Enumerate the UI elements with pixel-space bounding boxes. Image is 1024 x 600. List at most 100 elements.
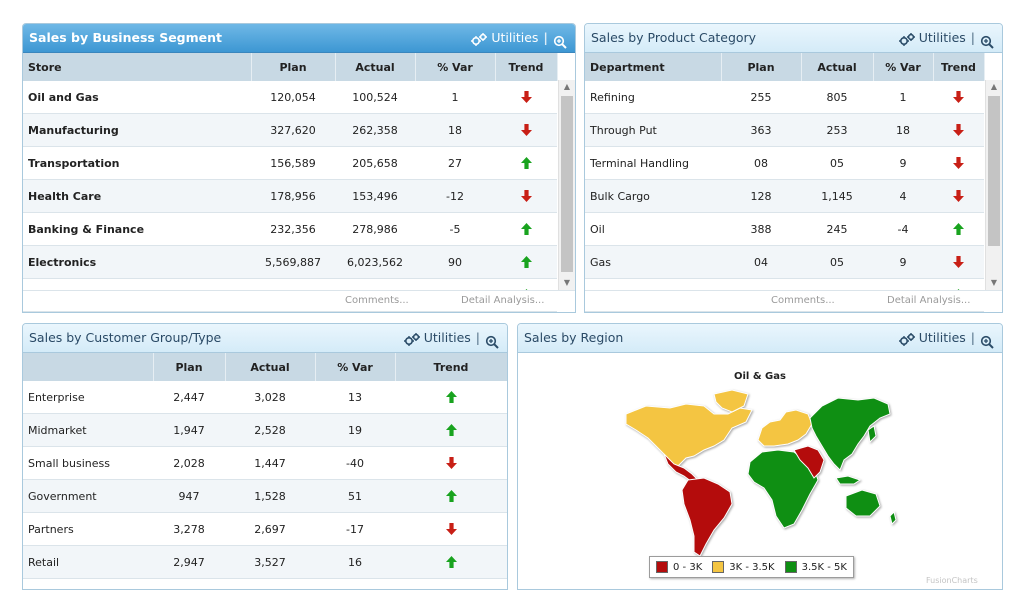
table-row[interactable]: Transportation 156,589 205,658 27 <box>23 146 557 180</box>
scroll-up-arrow[interactable]: ▲ <box>563 82 571 91</box>
column-header[interactable]: Actual <box>335 53 416 81</box>
region-asia <box>809 397 891 471</box>
zoom-in-icon[interactable] <box>485 331 499 349</box>
table-row[interactable]: Electronics 5,569,887 6,023,562 90 <box>23 245 557 279</box>
scroll-thumb[interactable] <box>561 96 573 272</box>
column-header[interactable]: % Var <box>415 53 496 81</box>
plan-cell: 2,447 <box>153 381 225 414</box>
table-row[interactable]: Oil 388 245 -4 <box>585 212 984 246</box>
plan-cell: 388 <box>721 212 801 246</box>
table-row[interactable]: Oil and Gas 120,054 100,524 1 <box>23 81 557 114</box>
table-row[interactable]: Partners 3,278 2,697 -17 <box>23 512 507 546</box>
scrollbar[interactable]: ▲ ▼ <box>558 80 575 290</box>
column-header[interactable]: Plan <box>153 353 226 381</box>
trend-cell <box>933 179 984 213</box>
column-header[interactable] <box>23 353 154 381</box>
table-row[interactable]: Bulk Cargo 128 1,145 4 <box>585 179 984 213</box>
column-header[interactable]: % Var <box>315 353 396 381</box>
table-row[interactable]: Refining 255 805 1 <box>585 81 984 114</box>
column-header[interactable]: Actual <box>801 53 874 81</box>
column-header[interactable]: Department <box>585 53 722 81</box>
scroll-down-arrow[interactable]: ▼ <box>990 278 998 287</box>
region-south-america <box>681 477 733 557</box>
detail-analysis-link[interactable]: Detail Analysis... <box>461 295 545 306</box>
column-header[interactable]: Trend <box>933 53 985 81</box>
var-cell: 27 <box>415 146 495 180</box>
arrow-down-icon <box>520 90 533 104</box>
product-category-panel: Sales by Product Category Utilities | De… <box>584 23 1003 313</box>
trend-cell <box>395 446 507 480</box>
table-row[interactable]: Terminal Handling 08 05 9 <box>585 146 984 180</box>
plan-cell: 327,620 <box>251 113 335 147</box>
scrollbar[interactable]: ▲ ▼ <box>985 80 1002 290</box>
row-name-cell: Transportation <box>23 146 251 180</box>
actual-cell: 05 <box>801 146 873 180</box>
legend-swatch <box>712 561 725 573</box>
arrow-down-icon <box>952 156 965 170</box>
gears-icon[interactable] <box>470 30 488 46</box>
map-legend: 0 - 3K 3K - 3.5K 3.5K - 5K <box>649 556 854 578</box>
gears-icon[interactable] <box>898 330 916 346</box>
utilities-link[interactable]: Utilities <box>918 330 966 345</box>
trend-cell <box>395 545 507 579</box>
arrow-down-icon <box>952 90 965 104</box>
scroll-up-arrow[interactable]: ▲ <box>990 82 998 91</box>
business-segment-table: Store Plan Actual % Var Trend Oil and Ga… <box>23 53 558 312</box>
utilities-link[interactable]: Utilities <box>423 330 471 345</box>
legend-item[interactable]: 0 - 3K <box>656 561 702 573</box>
table-row[interactable]: Banking & Finance 232,356 278,986 -5 <box>23 212 557 246</box>
legend-swatch <box>656 561 668 573</box>
gears-icon[interactable] <box>898 30 916 46</box>
column-header[interactable]: Trend <box>495 53 558 81</box>
row-name-cell: Bulk Cargo <box>585 179 721 213</box>
column-header[interactable]: Plan <box>251 53 336 81</box>
gears-icon[interactable] <box>403 330 421 346</box>
region-africa <box>747 449 819 529</box>
column-header[interactable]: % Var <box>873 53 934 81</box>
table-row[interactable]: Manufacturing 327,620 262,358 18 <box>23 113 557 147</box>
scroll-down-arrow[interactable]: ▼ <box>563 278 571 287</box>
table-row[interactable]: Through Put 363 253 18 <box>585 113 984 147</box>
arrow-down-icon <box>445 522 458 536</box>
column-header[interactable]: Trend <box>395 353 507 381</box>
plan-cell: 1,947 <box>153 413 225 447</box>
region-japan <box>867 425 877 444</box>
trend-cell <box>933 81 984 114</box>
scroll-thumb[interactable] <box>988 96 1000 246</box>
chart-credit: FusionCharts <box>926 576 978 585</box>
table-row[interactable]: Retail 2,947 3,527 16 <box>23 545 507 579</box>
utilities-link[interactable]: Utilities <box>491 30 539 45</box>
table-row[interactable]: Gas 04 05 9 <box>585 245 984 279</box>
actual-cell: 253 <box>801 113 873 147</box>
product-category-table: Department Plan Actual % Var Trend Refin… <box>585 53 985 312</box>
column-header[interactable]: Actual <box>225 353 316 381</box>
legend-swatch <box>784 561 797 573</box>
zoom-in-icon[interactable] <box>980 331 994 349</box>
legend-item[interactable]: 3K - 3.5K <box>712 561 775 573</box>
table-row[interactable]: Midmarket 1,947 2,528 19 <box>23 413 507 447</box>
legend-item[interactable]: 3.5K - 5K <box>784 561 847 573</box>
row-name-cell: Refining <box>585 81 721 114</box>
trend-cell <box>933 245 984 279</box>
var-cell: 16 <box>315 545 395 579</box>
plan-cell: 178,956 <box>251 179 335 213</box>
region-greenland <box>713 389 749 413</box>
detail-analysis-link[interactable]: Detail Analysis... <box>887 295 971 306</box>
row-name-cell: Gas <box>585 245 721 279</box>
trend-cell <box>495 113 557 147</box>
utilities-link[interactable]: Utilities <box>918 30 966 45</box>
table-row[interactable]: Government 947 1,528 51 <box>23 479 507 513</box>
column-header[interactable]: Store <box>23 53 252 81</box>
zoom-in-icon[interactable] <box>553 31 567 49</box>
table-row[interactable]: Health Care 178,956 153,496 -12 <box>23 179 557 213</box>
zoom-in-icon[interactable] <box>980 31 994 49</box>
comments-link[interactable]: Comments... <box>345 295 409 306</box>
arrow-up-icon <box>520 222 533 236</box>
table-row[interactable]: Enterprise 2,447 3,028 13 <box>23 381 507 414</box>
column-header[interactable]: Plan <box>721 53 802 81</box>
comments-link[interactable]: Comments... <box>771 295 835 306</box>
panel-footer: Comments... Detail Analysis... <box>23 290 575 311</box>
table-row[interactable]: Small business 2,028 1,447 -40 <box>23 446 507 480</box>
actual-cell: 278,986 <box>335 212 415 246</box>
region-middle-east <box>793 445 825 479</box>
